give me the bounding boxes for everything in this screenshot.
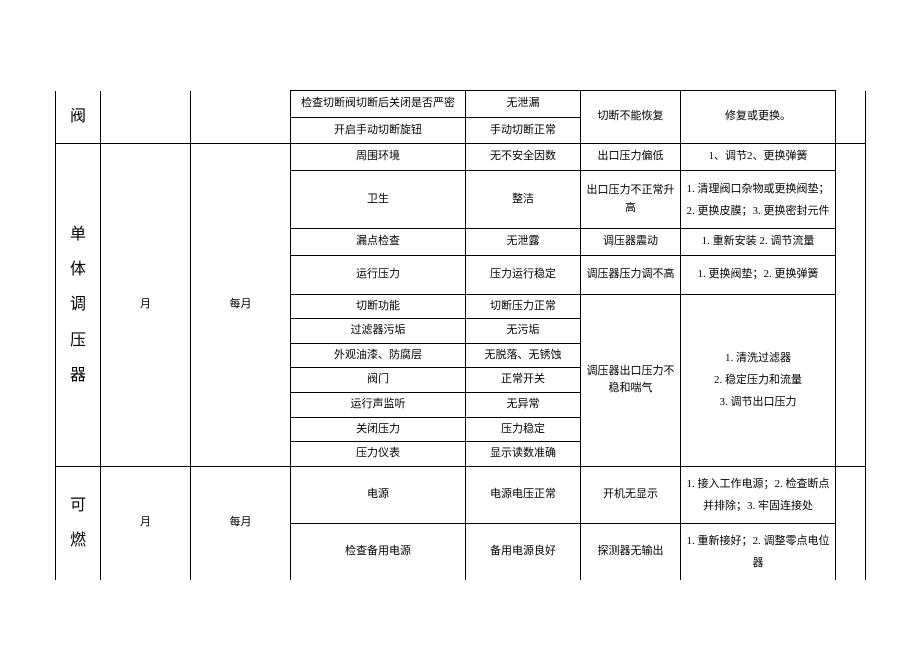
check-cell: 压力仪表	[291, 442, 466, 467]
check-cell: 开启手动切断旋钮	[291, 117, 466, 144]
standard-cell: 正常开关	[466, 368, 581, 393]
standard-cell: 压力稳定	[466, 417, 581, 442]
fault-cell: 调压器震动	[581, 229, 681, 256]
category-label: 单体调压器	[56, 144, 101, 467]
solution-cell: 1. 清洗过滤器2. 稳定压力和流量3. 调节出口压力	[681, 294, 836, 466]
fault-cell: 调压器出口压力不稳和喘气	[581, 294, 681, 466]
category-label: 可燃	[56, 466, 101, 580]
freq1-cell	[101, 91, 191, 144]
standard-cell: 显示读数准确	[466, 442, 581, 467]
check-cell: 卫生	[291, 170, 466, 229]
freq1-cell: 月	[101, 466, 191, 580]
standard-cell: 无异常	[466, 392, 581, 417]
solution-cell: 1、调节2、更换弹簧	[681, 144, 836, 171]
standard-cell: 手动切断正常	[466, 117, 581, 144]
standard-cell: 电源电压正常	[466, 466, 581, 523]
solution-cell: 1. 清理阀口杂物或更换阀垫；2. 更换皮膜；3. 更换密封元件	[681, 170, 836, 229]
check-cell: 运行声监听	[291, 392, 466, 417]
fault-cell: 切断不能恢复	[581, 91, 681, 144]
solution-cell: 1. 重新安装 2. 调节流量	[681, 229, 836, 256]
remark-cell	[836, 91, 866, 144]
freq2-cell: 每月	[191, 144, 291, 467]
standard-cell: 无泄露	[466, 229, 581, 256]
standard-cell: 压力运行稳定	[466, 255, 581, 294]
solution-cell: 修复或更换。	[681, 91, 836, 144]
freq2-cell: 每月	[191, 466, 291, 580]
remark-cell	[836, 466, 866, 580]
maintenance-table: 阀 检查切断阀切断后关闭是否严密 无泄漏 切断不能恢复 修复或更换。 开启手动切…	[55, 90, 866, 580]
standard-cell: 无泄漏	[466, 91, 581, 118]
table-row: 单体调压器 月 每月 周围环境 无不安全因数 出口压力偏低 1、调节2、更换弹簧	[56, 144, 866, 171]
check-cell: 切断功能	[291, 294, 466, 319]
fault-cell: 出口压力不正常升高	[581, 170, 681, 229]
check-cell: 检查切断阀切断后关闭是否严密	[291, 91, 466, 118]
solution-cell: 1. 接入工作电源；2. 检查断点并排除；3. 牢固连接处	[681, 466, 836, 523]
solution-cell: 1. 更换阀垫；2. 更换弹簧	[681, 255, 836, 294]
standard-cell: 备用电源良好	[466, 523, 581, 580]
solution-cell: 1. 重新接好；2. 调整零点电位器	[681, 523, 836, 580]
fault-cell: 调压器压力调不高	[581, 255, 681, 294]
check-cell: 电源	[291, 466, 466, 523]
standard-cell: 整洁	[466, 170, 581, 229]
table-row: 可燃 月 每月 电源 电源电压正常 开机无显示 1. 接入工作电源；2. 检查断…	[56, 466, 866, 523]
check-cell: 关闭压力	[291, 417, 466, 442]
check-cell: 过滤器污垢	[291, 319, 466, 344]
check-cell: 检查备用电源	[291, 523, 466, 580]
check-cell: 漏点检查	[291, 229, 466, 256]
standard-cell: 切断压力正常	[466, 294, 581, 319]
freq1-cell: 月	[101, 144, 191, 467]
check-cell: 阀门	[291, 368, 466, 393]
check-cell: 外观油漆、防腐层	[291, 343, 466, 368]
check-cell: 运行压力	[291, 255, 466, 294]
freq2-cell	[191, 91, 291, 144]
fault-cell: 开机无显示	[581, 466, 681, 523]
standard-cell: 无脱落、无锈蚀	[466, 343, 581, 368]
category-label: 阀	[56, 91, 101, 144]
fault-cell: 出口压力偏低	[581, 144, 681, 171]
check-cell: 周围环境	[291, 144, 466, 171]
standard-cell: 无不安全因数	[466, 144, 581, 171]
fault-cell: 探测器无输出	[581, 523, 681, 580]
standard-cell: 无污垢	[466, 319, 581, 344]
remark-cell	[836, 144, 866, 467]
table-row: 阀 检查切断阀切断后关闭是否严密 无泄漏 切断不能恢复 修复或更换。	[56, 91, 866, 118]
